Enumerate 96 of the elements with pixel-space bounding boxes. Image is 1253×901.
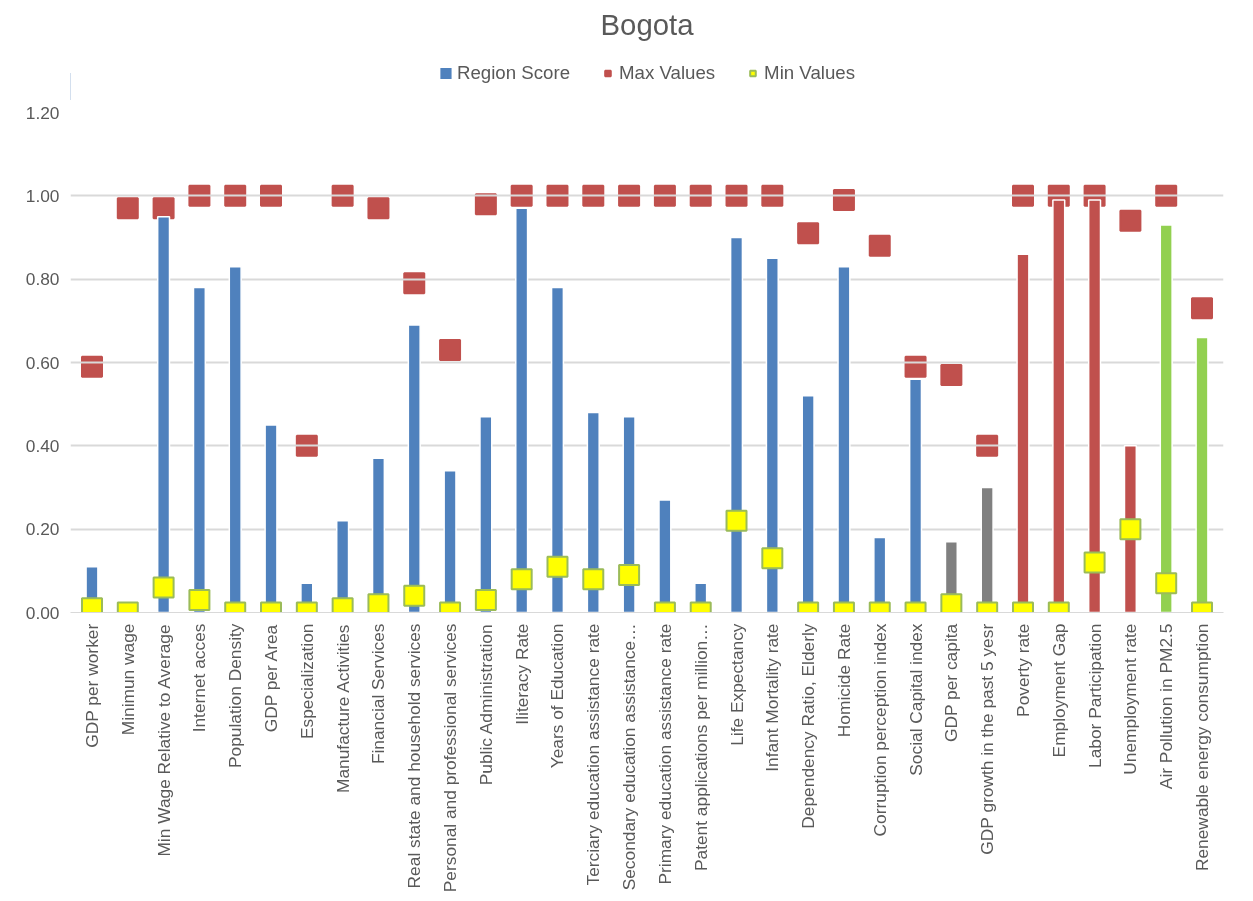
legend-label: Min Values (764, 61, 856, 84)
x-tick-label: Years of Education (547, 623, 568, 769)
y-tick-label: 0.00 (25, 602, 60, 623)
x-tick-label: Population Density (225, 623, 246, 768)
point (331, 184, 354, 207)
y-tick-label: 0.60 (25, 352, 60, 373)
point (510, 568, 533, 591)
point (1155, 184, 1178, 207)
point (295, 434, 318, 457)
point (1119, 518, 1142, 541)
point (367, 197, 390, 220)
bar (407, 324, 421, 613)
y-tick-label: 0.40 (25, 435, 60, 456)
point (152, 197, 175, 220)
point (403, 584, 426, 607)
point (725, 184, 748, 207)
point (582, 568, 605, 591)
x-tick-label: Min Wage Relative to Average (153, 624, 174, 857)
bar (1159, 224, 1173, 613)
x-tick-label: Real state and household services (404, 623, 425, 889)
chart-title: Bogota (600, 7, 695, 41)
x-tick-label: Unemployment rate (1120, 623, 1141, 775)
point (725, 509, 748, 532)
x-tick-label: Dependency Ratio, Elderly (798, 623, 819, 829)
point (116, 197, 139, 220)
x-tick-label: Renewable energy consumption (1192, 623, 1213, 872)
point (1155, 572, 1178, 595)
bar (550, 286, 565, 613)
point (797, 222, 820, 245)
x-tick-label: Personal and professional services (440, 623, 461, 893)
x-tick-label: Labor Participation (1084, 623, 1105, 768)
x-tick-label: Internet acces (189, 623, 210, 733)
point (904, 355, 927, 378)
point (940, 593, 963, 613)
x-tick-label: Financial Services (368, 623, 389, 765)
point (80, 355, 103, 378)
x-tick-label: Manufacture Activities (332, 624, 353, 793)
point (618, 564, 641, 586)
x-tick-label: Employment Gap (1048, 623, 1069, 758)
bar (156, 215, 171, 613)
x-tick-label: Secondary education assistance… (619, 623, 640, 891)
point (653, 184, 676, 207)
bar (192, 286, 207, 613)
point (940, 364, 963, 386)
y-tick-label: 1.00 (25, 185, 60, 206)
point (868, 234, 891, 257)
point (510, 184, 533, 207)
x-tick-label: GDP per capita (941, 623, 962, 742)
point (1083, 551, 1106, 574)
x-tick-label: Terciary education assistance rate (583, 623, 604, 886)
point (689, 184, 712, 207)
point (188, 184, 211, 207)
bar (765, 257, 779, 613)
point (367, 593, 390, 613)
x-tick-label: Infant Mortality rate (762, 623, 783, 772)
x-tick-label: Homicide Rate (833, 623, 854, 738)
point (546, 184, 569, 207)
point (618, 184, 641, 207)
point (439, 339, 462, 361)
x-tick-label: Public Administration (475, 624, 496, 786)
y-tick-label: 0.20 (25, 519, 60, 540)
point (474, 589, 497, 611)
x-tick-label: Minimun wage (117, 623, 138, 736)
x-tick-label: GDP growth in the past 5 yesr (977, 623, 998, 855)
point (1011, 184, 1034, 207)
x-tick-label: Poverty rate (1012, 623, 1033, 717)
point (546, 555, 569, 578)
x-tick-label: GDP per worker (81, 623, 102, 748)
point (832, 189, 855, 211)
point (761, 547, 784, 570)
bar (729, 236, 744, 613)
point (582, 184, 605, 207)
point (403, 272, 426, 295)
point (152, 576, 175, 599)
point (188, 589, 211, 611)
y-tick-label: 0.80 (25, 269, 60, 290)
y-tick-label: 1.20 (25, 102, 60, 123)
x-tick-label: Primary education assistance rate (654, 623, 675, 885)
legend-label: Max Values (619, 61, 716, 84)
x-tick-label: Patent applications per million… (690, 623, 711, 872)
x-tick-label: Life Expectancy (726, 623, 747, 746)
point (474, 193, 497, 216)
point (976, 434, 999, 457)
x-tick-label: Iliteracy Rate (511, 623, 532, 725)
point (224, 184, 247, 207)
legend-label: Region Score (456, 61, 571, 84)
x-tick-label: Air Pollution in PM2.5 (1156, 623, 1177, 790)
point (1191, 297, 1214, 320)
x-tick-label: Especialization (296, 623, 317, 740)
x-tick-label: Social Capital index (905, 623, 926, 776)
bar (515, 207, 529, 613)
point (260, 184, 283, 207)
x-tick-label: GDP per Area (261, 624, 282, 733)
point (1119, 209, 1142, 232)
x-tick-label: Corruption perception index (869, 623, 890, 837)
point (761, 184, 784, 207)
